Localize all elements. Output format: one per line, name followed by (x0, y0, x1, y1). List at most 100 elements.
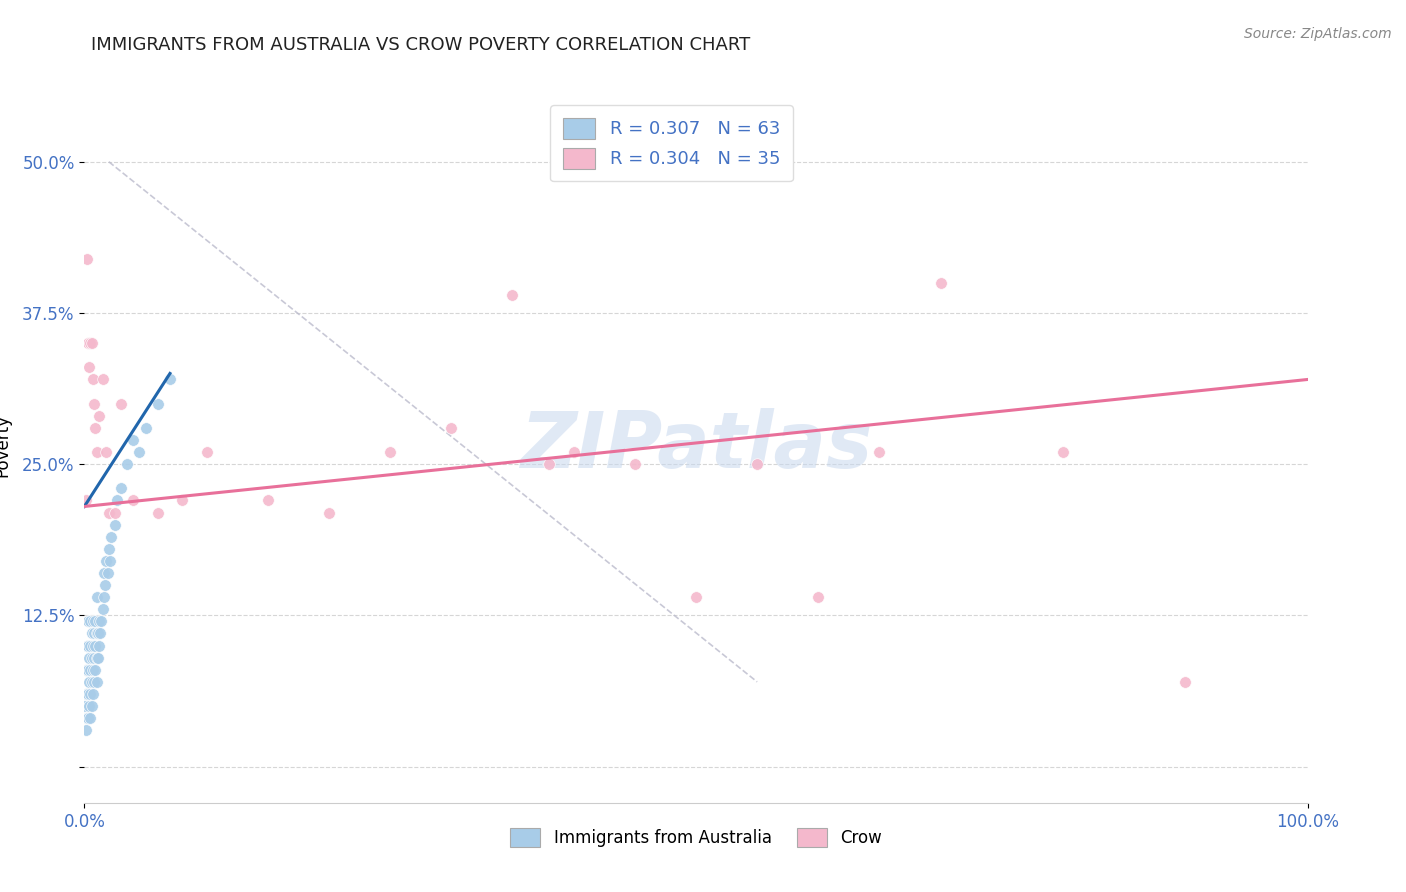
Point (80, 626, 103, 640)
Point (75, 493, 97, 508)
Legend: Immigrants from Australia, Crow: Immigrants from Australia, Crow (499, 816, 893, 859)
Point (122, 433, 145, 447)
Point (75, 723, 97, 738)
Point (122, 493, 145, 508)
Point (538, 457, 561, 471)
Point (128, 445, 150, 459)
Point (1052, 445, 1074, 459)
Point (96, 445, 118, 459)
Point (76, 711, 98, 725)
Point (83, 397, 105, 411)
Point (82, 687, 104, 701)
Point (91, 602, 114, 616)
Point (79, 336, 101, 351)
Point (80, 650, 103, 665)
Point (98, 554, 121, 568)
Point (502, 288, 524, 302)
Point (91, 372, 114, 386)
Point (76, 687, 98, 701)
Point (929, 276, 952, 290)
Point (77, 360, 100, 375)
Point (76, 663, 98, 677)
Point (73, 699, 96, 714)
Point (146, 397, 169, 411)
Point (93, 566, 115, 580)
Text: IMMIGRANTS FROM AUSTRALIA VS CROW POVERTY CORRELATION CHART: IMMIGRANTS FROM AUSTRALIA VS CROW POVERT… (91, 36, 751, 54)
Point (79, 615, 101, 629)
Point (135, 421, 157, 435)
Point (90, 615, 112, 629)
Point (84, 663, 107, 677)
Point (97, 506, 120, 520)
Point (82, 639, 104, 653)
Point (87, 639, 110, 653)
Point (89, 626, 111, 640)
Point (97, 566, 120, 580)
Point (318, 506, 340, 520)
Point (82, 615, 104, 629)
Point (79, 639, 101, 653)
Point (624, 457, 647, 471)
Point (159, 372, 181, 386)
Point (86, 674, 108, 689)
Point (869, 445, 891, 459)
Point (86, 445, 108, 459)
Text: Source: ZipAtlas.com: Source: ZipAtlas.com (1244, 27, 1392, 41)
Point (82, 372, 104, 386)
Point (77, 687, 100, 701)
Point (83, 674, 105, 689)
Point (77, 639, 100, 653)
Point (76, 252, 98, 266)
Point (747, 457, 769, 471)
Point (115, 457, 138, 471)
Point (440, 421, 463, 435)
Point (172, 493, 194, 508)
Point (1174, 674, 1197, 689)
Y-axis label: Poverty: Poverty (0, 415, 11, 477)
Point (79, 663, 101, 677)
Point (77, 615, 100, 629)
Point (77, 711, 100, 725)
Point (87, 615, 110, 629)
Point (146, 506, 169, 520)
Point (75, 687, 97, 701)
Point (84, 615, 107, 629)
Point (77, 650, 100, 665)
Point (104, 506, 127, 520)
Point (83, 626, 105, 640)
Point (97, 541, 120, 556)
Point (685, 590, 707, 604)
Point (104, 517, 127, 532)
Text: ZIPatlas: ZIPatlas (520, 408, 872, 484)
Point (76, 639, 98, 653)
Point (77, 674, 100, 689)
Point (100, 530, 122, 544)
Point (87, 626, 110, 640)
Point (93, 590, 115, 604)
Point (77, 663, 100, 677)
Point (807, 590, 830, 604)
Point (75, 663, 97, 677)
Point (79, 687, 101, 701)
Point (86, 590, 108, 604)
Point (86, 650, 108, 665)
Point (94, 578, 117, 592)
Point (87, 409, 110, 423)
Point (110, 397, 132, 411)
Point (562, 445, 585, 459)
Point (77, 699, 100, 714)
Point (77, 336, 100, 351)
Point (96, 554, 118, 568)
Point (83, 650, 105, 665)
Point (84, 421, 107, 435)
Point (110, 481, 132, 495)
Point (257, 493, 280, 508)
Point (80, 674, 103, 689)
Point (79, 711, 101, 725)
Point (80, 699, 103, 714)
Point (80, 336, 103, 351)
Point (87, 650, 110, 665)
Point (195, 445, 218, 459)
Point (105, 493, 128, 508)
Point (84, 639, 107, 653)
